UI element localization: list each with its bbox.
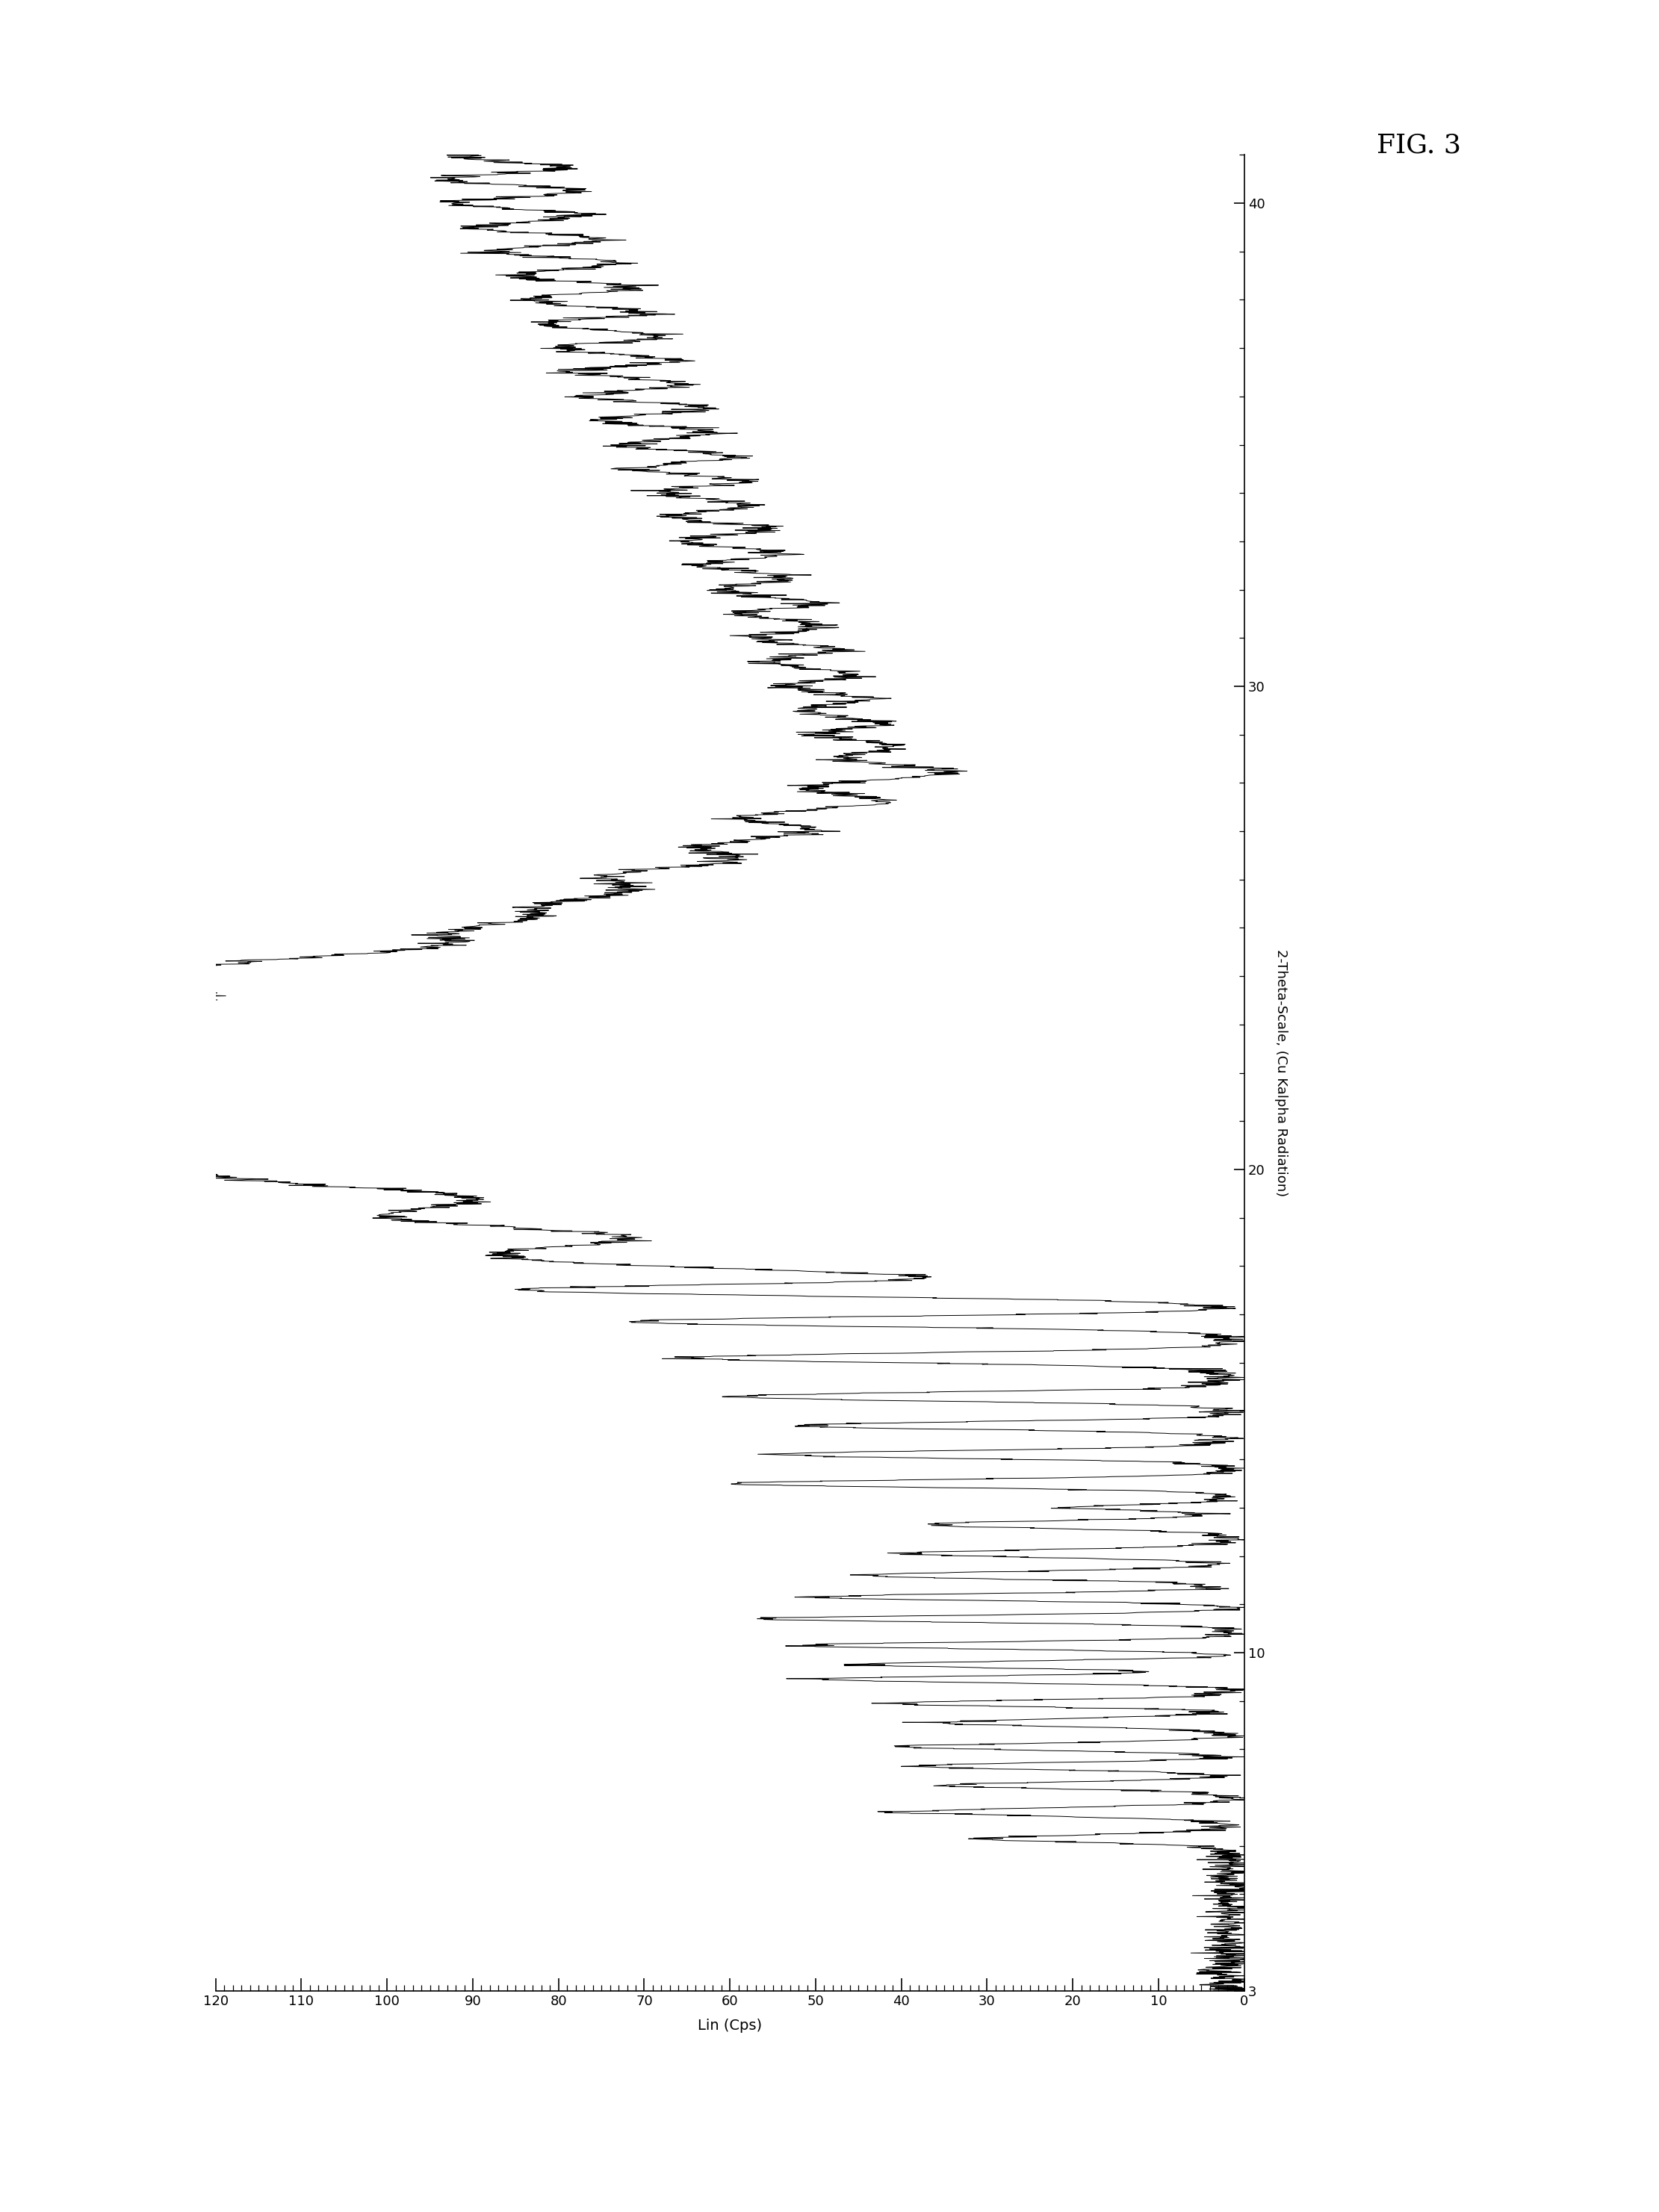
X-axis label: Lin (Cps): Lin (Cps) [698, 2017, 761, 2033]
Text: FIG. 3: FIG. 3 [1377, 133, 1462, 157]
Y-axis label: 2-Theta-Scale, (Cu Kalpha Radiation): 2-Theta-Scale, (Cu Kalpha Radiation) [1274, 949, 1287, 1197]
